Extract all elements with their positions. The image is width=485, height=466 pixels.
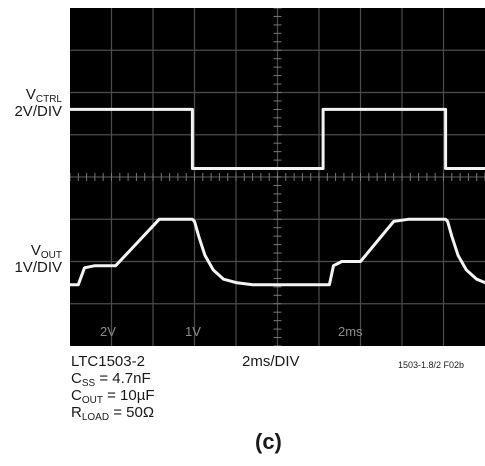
conditions-block: LTC1503-2 CSS = 4.7nF COUT = 10µF RLOAD … [71, 353, 155, 423]
figure-code: 1503-1.8/2 F02b [398, 360, 465, 370]
vout-label: VOUT 1V/DIV [14, 242, 62, 276]
css-condition: CSS = 4.7nF [71, 370, 151, 389]
oscilloscope-screen: 2V 1V 2ms [70, 8, 485, 346]
footer-time-scale: 2ms [338, 324, 363, 339]
vctrl-label: VCTRL 2V/DIV [14, 86, 62, 120]
footer-ch2-scale: 1V [185, 324, 201, 339]
panel-label: (c) [255, 429, 282, 454]
part-number: LTC1503-2 [71, 353, 145, 370]
trace-vctrl [70, 107, 485, 170]
graticule [70, 8, 485, 346]
cout-condition: COUT = 10µF [71, 387, 155, 406]
trace-vout [70, 217, 485, 287]
rload-condition: RLOAD = 50Ω [71, 404, 155, 423]
timebase-label: 2ms/DIV [242, 353, 300, 370]
footer-ch1-scale: 2V [100, 324, 116, 339]
traces [70, 107, 485, 287]
scope-footer: 2V 1V 2ms [100, 324, 363, 339]
